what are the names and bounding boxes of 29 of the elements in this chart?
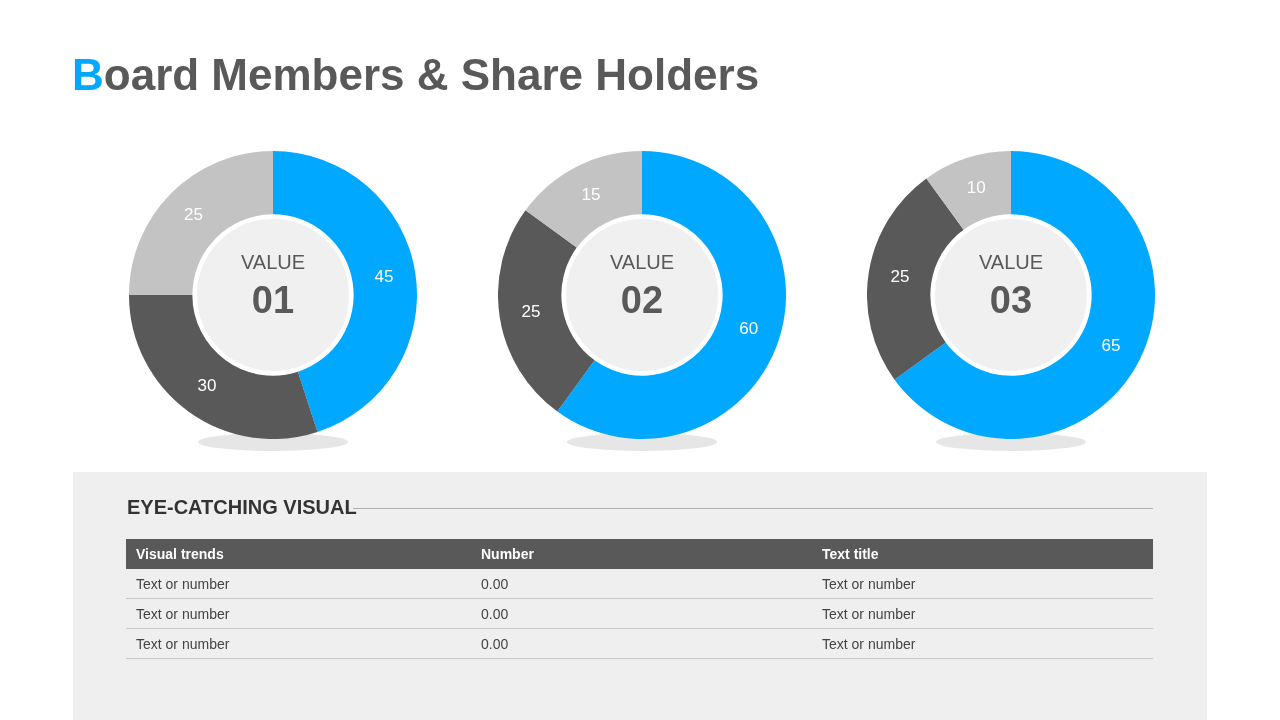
data-label: 15 [581, 184, 601, 204]
data-label: 65 [1101, 335, 1121, 355]
text: 0.00 [481, 636, 509, 652]
text: Text title [822, 546, 879, 562]
text: VALUE [977, 251, 1045, 274]
data-label: 25 [184, 205, 204, 225]
text: VALUE [239, 251, 307, 274]
text: 0.00 [481, 606, 509, 622]
text: Number [481, 546, 534, 562]
text: Text or number [822, 636, 916, 652]
text: Visual trends [136, 546, 224, 562]
text: 03 [988, 279, 1034, 322]
text: EYE-CATCHING VISUAL [127, 496, 357, 519]
data-label: 25 [890, 267, 910, 287]
text: Text or number [136, 606, 230, 622]
data-label: 10 [966, 177, 986, 197]
text: 01 [250, 279, 296, 322]
text: Text or number [822, 606, 916, 622]
text: VALUE [608, 251, 676, 274]
text: 02 [619, 279, 665, 322]
data-label: 25 [521, 302, 541, 322]
data-label: 60 [739, 319, 759, 339]
text: Text or number [822, 576, 916, 592]
text: Text or number [136, 636, 230, 652]
text: Text or number [136, 576, 230, 592]
text: 0.00 [481, 576, 509, 592]
data-label: 45 [374, 267, 394, 287]
data-label: 30 [197, 375, 217, 395]
text: Board Members & Share Holders [72, 50, 760, 99]
